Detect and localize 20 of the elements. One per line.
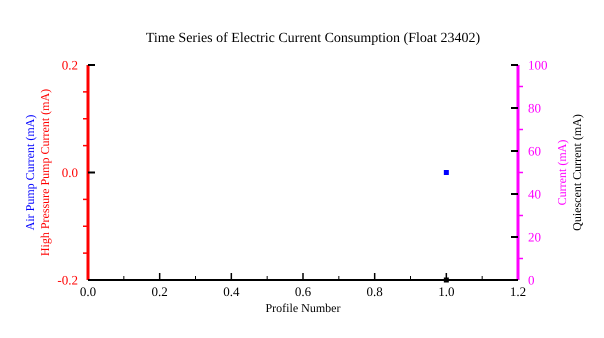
y2-tick-label: 20 <box>528 230 541 245</box>
y2-tick-label: 60 <box>528 144 541 159</box>
chart-title: Time Series of Electric Current Consumption (Float 23402) <box>146 31 480 46</box>
y-tick-label: -0.2 <box>57 272 78 288</box>
y2-tick-label: 80 <box>528 100 541 116</box>
y-tick-label: 0.2 <box>62 58 78 73</box>
x-tick-label: 0.4 <box>223 284 240 299</box>
y2-tick-label: 100 <box>528 58 548 73</box>
x-tick-label: 0.6 <box>294 284 312 299</box>
x-tick-label: 0.0 <box>80 284 96 299</box>
y2-tick-label: 0 <box>528 272 534 288</box>
x-tick-label: 0.8 <box>366 284 383 299</box>
x-tick-label: 1.2 <box>510 284 526 299</box>
x-axis-title: Profile Number <box>266 301 340 315</box>
x-tick-label: 1.0 <box>438 284 454 299</box>
y2-tick-label: 40 <box>528 186 541 202</box>
y-tick-label: 0.0 <box>62 165 78 180</box>
y2-axis-title: Current (mA) Quiescent Current (mA) <box>555 114 584 231</box>
y-axis-title: Air Pump Current (mA) High Pressure Pump Current (mA) <box>23 88 52 256</box>
x-tick-label: 0.2 <box>152 284 168 299</box>
